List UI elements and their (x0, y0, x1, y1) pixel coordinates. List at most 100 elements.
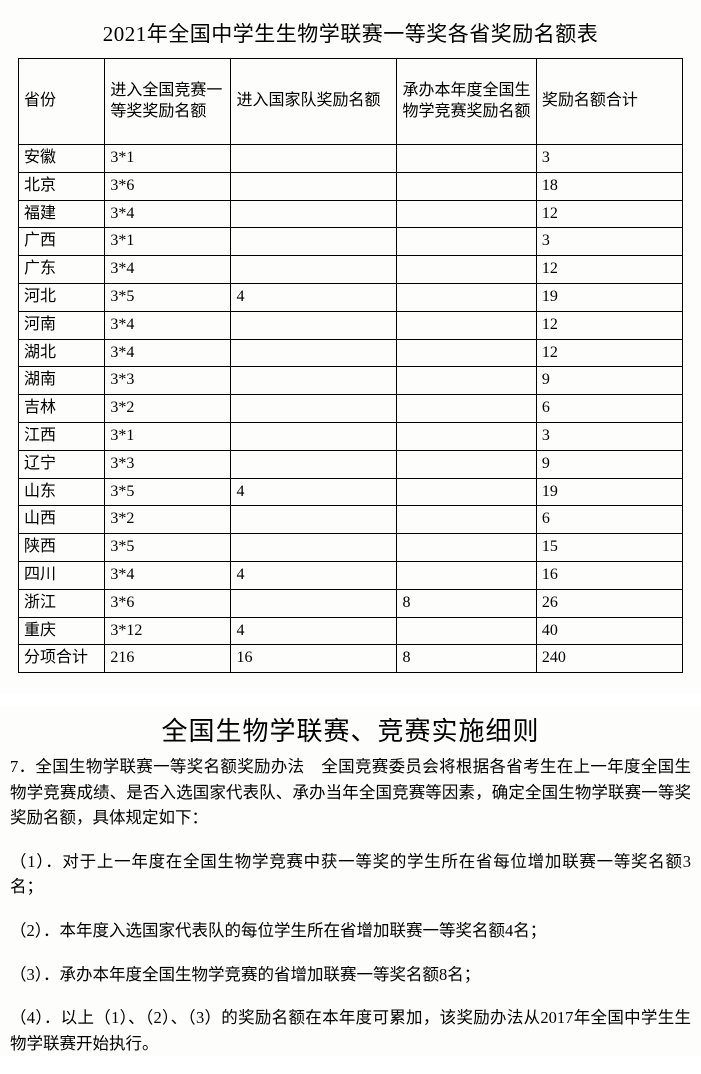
table-cell (397, 311, 536, 339)
table-header-row: 省份 进入全国竞赛一等奖奖励名额 进入国家队奖励名额 承办本年度全国生物学竞赛奖… (19, 59, 683, 145)
table-cell: 3 (536, 422, 682, 450)
table-cell: 6 (536, 506, 682, 534)
table-cell (397, 534, 536, 562)
table-cell: 3*3 (105, 367, 231, 395)
table-row: 分项合计216168240 (19, 645, 683, 673)
rules-item-3: （3）．承办本年度全国生物学竞赛的省增加联赛一等奖名额8名； (10, 962, 691, 988)
table-cell: 18 (536, 172, 682, 200)
table-row: 陕西3*515 (19, 534, 683, 562)
table-cell: 3*4 (105, 311, 231, 339)
table-cell: 19 (536, 283, 682, 311)
col-national-team: 进入国家队奖励名额 (231, 59, 397, 145)
table-cell: 240 (536, 645, 682, 673)
table-cell (231, 200, 397, 228)
table-cell (397, 506, 536, 534)
table-cell: 3*6 (105, 172, 231, 200)
table-cell: 3*2 (105, 395, 231, 423)
table-cell: 19 (536, 478, 682, 506)
table-row: 广东3*412 (19, 256, 683, 284)
table-cell: 3*4 (105, 561, 231, 589)
rules-item-1: （1）．对于上一年度在全国生物学竞赛中获一等奖的学生所在省每位增加联赛一等奖名额… (10, 849, 691, 900)
table-cell (397, 561, 536, 589)
table-cell: 3*6 (105, 589, 231, 617)
table-cell (231, 367, 397, 395)
table-cell: 216 (105, 645, 231, 673)
table-cell (231, 395, 397, 423)
table-row: 湖北3*412 (19, 339, 683, 367)
table-title: 2021年全国中学生生物学联赛一等奖各省奖励名额表 (18, 10, 683, 58)
table-cell: 河南 (19, 311, 105, 339)
table-cell: 3*5 (105, 478, 231, 506)
table-cell: 分项合计 (19, 645, 105, 673)
table-cell: 40 (536, 617, 682, 645)
table-cell: 山东 (19, 478, 105, 506)
table-row: 四川3*44 16 (19, 561, 683, 589)
table-cell: 河北 (19, 283, 105, 311)
table-cell: 北京 (19, 172, 105, 200)
table-cell: 9 (536, 450, 682, 478)
table-cell: 3*5 (105, 283, 231, 311)
table-cell: 9 (536, 367, 682, 395)
table-cell: 3*4 (105, 200, 231, 228)
col-province: 省份 (19, 59, 105, 145)
table-cell: 3*4 (105, 256, 231, 284)
table-row: 吉林3*2 6 (19, 395, 683, 423)
table-cell (231, 506, 397, 534)
table-cell: 浙江 (19, 589, 105, 617)
table-cell (397, 283, 536, 311)
table-row: 河南3*412 (19, 311, 683, 339)
table-cell (231, 339, 397, 367)
table-cell: 8 (397, 589, 536, 617)
table-cell: 重庆 (19, 617, 105, 645)
table-cell (397, 478, 536, 506)
table-cell: 3*12 (105, 617, 231, 645)
table-row: 辽宁3*39 (19, 450, 683, 478)
table-cell (397, 145, 536, 173)
table-cell: 安徽 (19, 145, 105, 173)
table-cell (397, 395, 536, 423)
col-total: 奖励名额合计 (536, 59, 682, 145)
table-cell: 3*1 (105, 228, 231, 256)
table-cell: 3*4 (105, 339, 231, 367)
table-cell: 4 (231, 561, 397, 589)
table-cell: 8 (397, 645, 536, 673)
table-cell: 16 (231, 645, 397, 673)
table-row: 湖南3*3 9 (19, 367, 683, 395)
rules-title: 全国生物学联赛、竞赛实施细则 (10, 711, 691, 754)
table-cell (397, 422, 536, 450)
table-cell: 湖北 (19, 339, 105, 367)
table-cell (231, 311, 397, 339)
table-cell: 3*1 (105, 422, 231, 450)
table-cell: 15 (536, 534, 682, 562)
table-cell (397, 200, 536, 228)
table-cell: 山西 (19, 506, 105, 534)
table-cell (231, 256, 397, 284)
table-cell: 3 (536, 145, 682, 173)
table-cell: 湖南 (19, 367, 105, 395)
table-cell: 吉林 (19, 395, 105, 423)
table-row: 浙江3*6826 (19, 589, 683, 617)
table-cell: 3*1 (105, 145, 231, 173)
table-row: 安徽3*1 3 (19, 145, 683, 173)
table-row: 广西3*13 (19, 228, 683, 256)
table-cell (397, 228, 536, 256)
table-cell: 6 (536, 395, 682, 423)
table-cell: 四川 (19, 561, 105, 589)
table-cell: 陕西 (19, 534, 105, 562)
table-cell (231, 145, 397, 173)
table-cell: 16 (536, 561, 682, 589)
document-page: 2021年全国中学生生物学联赛一等奖各省奖励名额表 省份 进入全国竞赛一等奖奖励… (0, 0, 701, 693)
table-cell (231, 450, 397, 478)
section-gap (0, 693, 701, 707)
table-cell (231, 228, 397, 256)
table-cell (397, 256, 536, 284)
table-cell: 12 (536, 256, 682, 284)
table-row: 山西3*26 (19, 506, 683, 534)
table-cell (231, 422, 397, 450)
table-row: 北京3*6 18 (19, 172, 683, 200)
table-cell (397, 617, 536, 645)
rules-section: 全国生物学联赛、竞赛实施细则 7．全国生物学联赛一等奖名额奖励办法 全国竞赛委员… (0, 707, 701, 1056)
table-cell: 3 (536, 228, 682, 256)
table-cell (397, 339, 536, 367)
table-row: 山东3*5419 (19, 478, 683, 506)
